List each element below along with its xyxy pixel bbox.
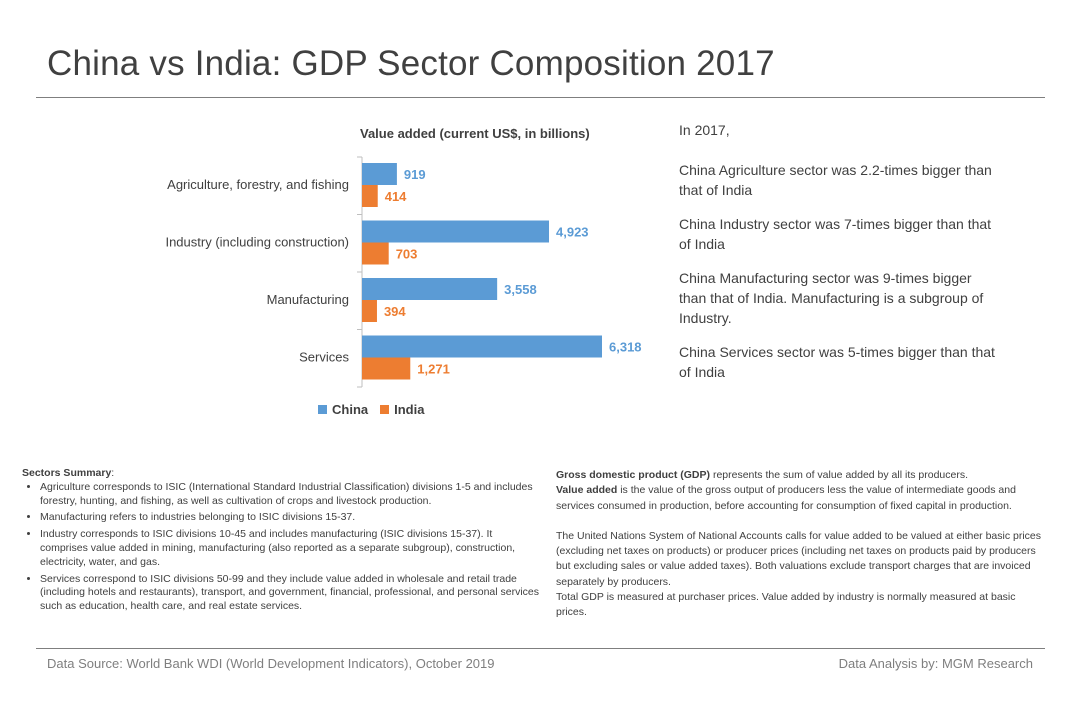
- gdp-definition: Gross domestic product (GDP) represents …: [556, 469, 969, 481]
- category-label-industry: Industry (including construction): [165, 235, 349, 250]
- legend-swatch-china: [318, 405, 327, 414]
- data-label-india-manufacturing: 394: [384, 304, 406, 319]
- chart-title: Value added (current US$, in billions): [360, 126, 590, 141]
- summary-item: Industry corresponds to ISIC divisions 1…: [40, 528, 542, 569]
- un-valuation-text: The United Nations System of National Ac…: [556, 529, 1042, 588]
- notes-intro: In 2017,: [679, 122, 730, 138]
- data-label-china-services: 6,318: [609, 340, 642, 355]
- data-label-china-agriculture: 919: [404, 167, 426, 182]
- sectors-summary: Sectors Summary: Agriculture corresponds…: [22, 467, 542, 617]
- summary-item: Agriculture corresponds to ISIC (Interna…: [40, 481, 542, 509]
- legend-item-china: China: [318, 402, 368, 417]
- note-industry: China Industry sector was 7-times bigger…: [679, 216, 992, 252]
- data-source: Data Source: World Bank WDI (World Devel…: [47, 656, 495, 671]
- note-manufacturing: China Manufacturing sector was 9-times b…: [679, 270, 984, 326]
- bar-china-agriculture: [362, 163, 397, 185]
- data-label-india-industry: 703: [396, 247, 418, 262]
- summary-list: Agriculture corresponds to ISIC (Interna…: [22, 481, 542, 614]
- value-added-definition: Value added is the value of the gross ou…: [556, 484, 1016, 512]
- category-label-manufacturing: Manufacturing: [267, 292, 349, 307]
- footer-divider: [36, 648, 1045, 649]
- bar-china-industry: [362, 220, 550, 243]
- bar-india-manufacturing: [362, 300, 377, 322]
- gdp-definitions: Gross domestic product (GDP) represents …: [556, 468, 1048, 621]
- data-label-china-manufacturing: 3,558: [504, 282, 537, 297]
- bar-india-agriculture: [362, 185, 378, 207]
- legend-item-india: India: [380, 402, 424, 417]
- total-gdp-text: Total GDP is measured at purchaser price…: [556, 591, 1016, 619]
- legend-label-china: China: [332, 402, 369, 417]
- bar-india-services: [362, 357, 411, 380]
- bar-china-manufacturing: [362, 278, 498, 300]
- note-agriculture: China Agriculture sector was 2.2-times b…: [679, 162, 992, 198]
- category-label-services: Services: [299, 350, 349, 365]
- data-label-china-industry: 4,923: [556, 225, 589, 240]
- page-title: China vs India: GDP Sector Composition 2…: [47, 44, 775, 83]
- data-analysis-credit: Data Analysis by: MGM Research: [838, 656, 1033, 671]
- title-divider: [36, 97, 1045, 98]
- data-label-india-services: 1,271: [417, 362, 450, 377]
- data-label-india-agriculture: 414: [385, 189, 407, 204]
- category-label-agriculture: Agriculture, forestry, and fishing: [167, 177, 349, 192]
- chart-legend: China India: [318, 402, 424, 417]
- note-services: China Services sector was 5-times bigger…: [679, 344, 995, 380]
- legend-label-india: India: [394, 402, 425, 417]
- summary-item: Services correspond to ISIC divisions 50…: [40, 573, 542, 614]
- bar-china-services: [362, 335, 602, 358]
- bar-india-industry: [362, 242, 389, 265]
- summary-item: Manufacturing refers to industries belon…: [40, 511, 542, 525]
- comparison-notes: In 2017, China Agriculture sector was 2.…: [679, 120, 999, 396]
- legend-swatch-india: [380, 405, 390, 414]
- summary-heading: Sectors Summary:: [22, 467, 115, 479]
